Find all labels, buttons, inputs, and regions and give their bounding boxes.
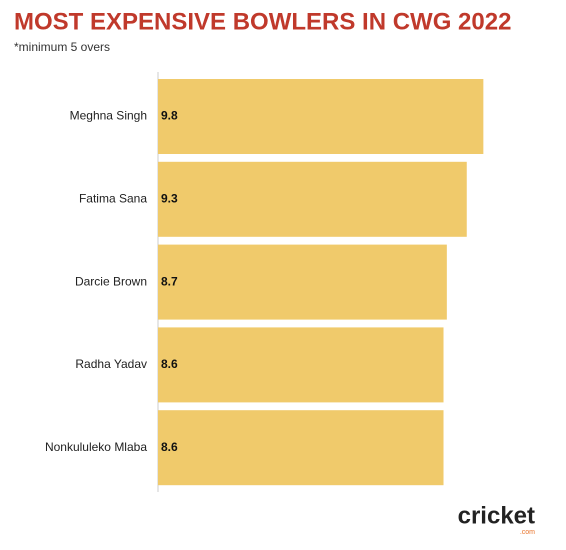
logo-text: cricket: [458, 502, 535, 529]
category-label: Radha Yadav: [75, 357, 147, 371]
value-label: 9.8: [161, 109, 178, 123]
bar: [158, 244, 447, 320]
chart-title: MOST EXPENSIVE BOWLERS IN CWG 2022: [14, 8, 511, 35]
value-label: 9.3: [161, 191, 178, 205]
category-label: Fatima Sana: [79, 191, 147, 205]
bar: [158, 79, 484, 154]
value-label: 8.7: [161, 274, 178, 288]
chart-subtitle: *minimum 5 overs: [14, 40, 110, 54]
value-label: 8.6: [161, 357, 178, 371]
category-label: Nonkululeko Mlaba: [45, 440, 147, 454]
category-label: Darcie Brown: [75, 274, 147, 288]
bar: [158, 327, 444, 403]
logo-suffix: .com: [520, 529, 535, 536]
bar: [158, 410, 444, 486]
bar: [158, 161, 467, 237]
category-label: Meghna Singh: [70, 109, 147, 123]
value-label: 8.6: [161, 440, 178, 454]
